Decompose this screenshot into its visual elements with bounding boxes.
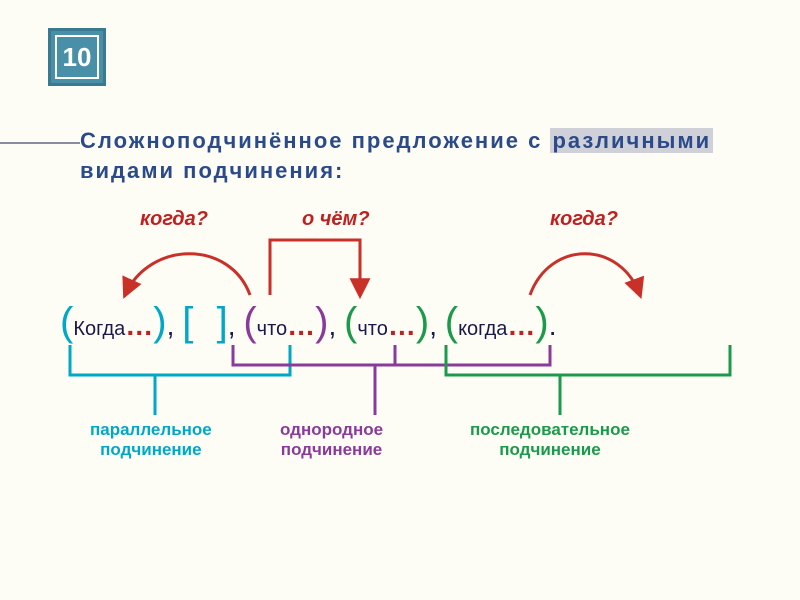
clause3-close: ) [315, 300, 328, 344]
slide-number: 10 [55, 35, 99, 79]
clause5-dots: … [507, 310, 535, 341]
legend-seq-l2: подчинение [499, 440, 600, 459]
clause1-word: Когда [73, 318, 125, 340]
title-line2: видами подчинения: [80, 158, 344, 183]
legend-parallel-l2: подчинение [100, 440, 201, 459]
legend-homog-l2: подчинение [281, 440, 382, 459]
slide-number-badge: 10 [48, 28, 106, 86]
clause5-close: ) [535, 300, 548, 344]
legend-parallel-l1: параллельное [90, 420, 212, 439]
clause4-open: ( [344, 300, 357, 344]
sentence-schema: (Когда…), [ ], (что…), (что…), (когда…). [60, 300, 556, 345]
clause5-open: ( [445, 300, 458, 344]
clause3-word: что [257, 318, 287, 340]
title-highlight: различными [550, 128, 713, 153]
period: . [549, 310, 557, 341]
main-close: ] [217, 300, 228, 344]
legend-homog-l1: однородное [280, 420, 383, 439]
legend-homogeneous: однородное подчинение [280, 420, 383, 461]
clause3-open: ( [243, 300, 256, 344]
legend-parallel: параллельное подчинение [90, 420, 212, 461]
clause4-word: что [357, 318, 387, 340]
clause4-dots: … [388, 310, 416, 341]
clause4-close: ) [416, 300, 429, 344]
title-block: Сложноподчинённое предложение с различны… [80, 126, 740, 185]
main-open: [ [182, 300, 193, 344]
question-2: о чём? [302, 208, 370, 231]
comma2: , [228, 310, 236, 341]
clause1-dots: … [125, 310, 153, 341]
question-3: когда? [550, 208, 618, 231]
clause1-open: ( [60, 300, 73, 344]
clause5-word: когда [458, 318, 507, 340]
title-line1a: Сложноподчинённое предложение с [80, 128, 550, 153]
comma1: , [167, 310, 175, 341]
comma3: , [328, 310, 336, 341]
comma4: , [429, 310, 437, 341]
clause1-close: ) [153, 300, 166, 344]
clause3-dots: … [287, 310, 315, 341]
legend-seq-l1: последовательное [470, 420, 630, 439]
legend-sequential: последовательное подчинение [470, 420, 630, 461]
question-1: когда? [140, 208, 208, 231]
decorative-rule [0, 142, 80, 144]
